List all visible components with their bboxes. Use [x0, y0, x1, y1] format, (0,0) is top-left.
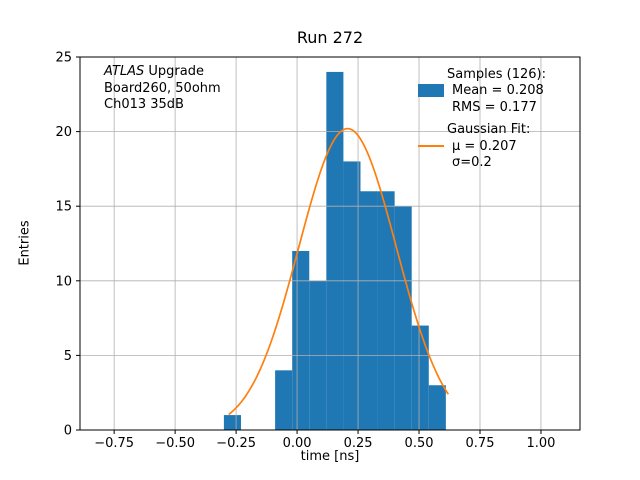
annotation-upgrade: Upgrade — [144, 64, 204, 79]
annotation-line-1: ATLAS Upgrade — [104, 64, 221, 81]
legend-mu-label: μ = 0.207 — [452, 138, 517, 154]
y-tick-label: 10 — [55, 274, 72, 289]
annotation-text: ATLAS Upgrade Board260, 50ohm Ch013 35dB — [104, 64, 221, 114]
legend-mean-row: Mean = 0.208 — [418, 83, 546, 100]
histogram-bar — [394, 206, 412, 430]
x-tick-label: 0.25 — [344, 436, 373, 451]
legend-fit-title-row: Gaussian Fit: — [418, 122, 546, 139]
x-tick-label: −0.75 — [94, 436, 134, 451]
histogram-bar — [377, 191, 395, 430]
legend-mu-row: μ = 0.207 — [418, 138, 546, 155]
annotation-atlas-italic: ATLAS — [104, 64, 145, 79]
legend: Samples (126): Mean = 0.208 RMS = 0.177 … — [418, 66, 546, 171]
legend-rms-row: RMS = 0.177 — [418, 99, 546, 116]
histogram-bar — [360, 191, 378, 430]
y-tick-label: 5 — [64, 349, 72, 364]
legend-rms-label: RMS = 0.177 — [452, 99, 537, 115]
legend-samples-title-row: Samples (126): — [418, 66, 546, 83]
x-axis-label: time [ns] — [300, 449, 360, 464]
histogram-bar — [343, 161, 361, 430]
x-tick-label: 0.75 — [466, 436, 495, 451]
histogram-bar — [428, 385, 446, 430]
legend-mean-label: Mean = 0.208 — [452, 83, 544, 99]
axes-frame — [79, 56, 581, 431]
y-tick-label: 15 — [55, 200, 72, 215]
x-tick-label: 1.00 — [526, 436, 555, 451]
legend-fit-handle — [418, 145, 444, 148]
x-tick-label: 0.00 — [283, 436, 312, 451]
x-tick-label: −0.50 — [155, 436, 195, 451]
histogram-bar — [292, 250, 310, 430]
legend-sigma-label: σ=0.2 — [452, 155, 492, 171]
annotation-line-3: Ch013 35dB — [104, 97, 184, 112]
y-tick-label: 20 — [55, 125, 72, 140]
legend-fit-title: Gaussian Fit: — [447, 122, 531, 138]
histogram-bar — [275, 370, 293, 430]
y-tick-label: 0 — [64, 424, 72, 439]
gaussian-fit-curve — [228, 127, 450, 416]
legend-histogram-handle — [418, 84, 444, 98]
y-axis-label: Entries — [17, 220, 33, 266]
histogram-bar — [326, 71, 344, 431]
histogram-swatch-icon — [418, 84, 444, 98]
histogram-bar — [223, 415, 241, 430]
histogram-bar — [411, 325, 429, 430]
legend-samples-title: Samples (126): — [447, 66, 546, 82]
chart-title: Run 272 — [296, 28, 364, 47]
legend-sigma-row: σ=0.2 — [418, 155, 546, 172]
x-tick-label: −0.25 — [216, 436, 256, 451]
fit-line-swatch-icon — [418, 145, 444, 148]
y-tick-label: 25 — [55, 51, 72, 66]
x-tick-label: 0.50 — [405, 436, 434, 451]
annotation-line-2: Board260, 50ohm — [104, 80, 221, 96]
